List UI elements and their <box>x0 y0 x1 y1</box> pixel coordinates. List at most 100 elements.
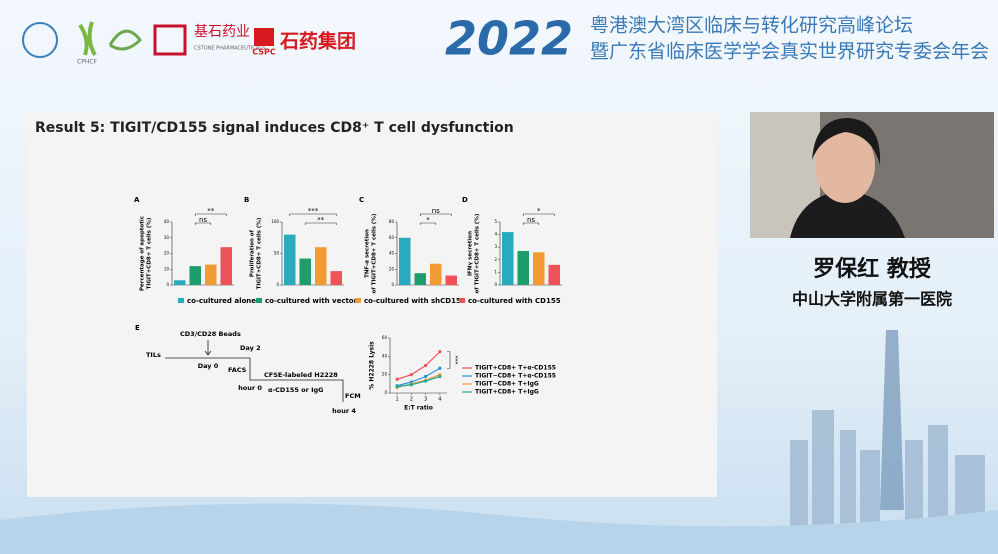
slide <box>27 112 717 497</box>
point <box>395 377 399 381</box>
wave <box>0 503 998 554</box>
panel-letter: B <box>244 196 249 204</box>
logo-text: CSTONE PHARMACEUTICALS <box>194 46 265 52</box>
timeline-label: CFSE-labeled H2228 <box>264 371 338 379</box>
y-tick-label: 20 <box>382 372 388 377</box>
axis-label: E:T ratio <box>404 405 433 412</box>
line <box>396 351 441 380</box>
point <box>409 383 413 387</box>
bracket <box>522 222 540 225</box>
y-tick-label: 1 <box>494 269 497 274</box>
legend-swatch <box>178 298 184 303</box>
legend-label: co-cultured with vector <box>265 297 358 305</box>
y-tick-label: 40 <box>389 251 395 256</box>
legend-swatch <box>256 298 262 303</box>
y-tick-label: 5 <box>494 219 497 224</box>
panel-letter: D <box>462 196 468 204</box>
axis-label: TIGIT+CD8+ T cells (%) <box>147 217 153 289</box>
significance: ns <box>432 207 440 215</box>
bar <box>517 250 529 285</box>
bar <box>414 273 426 285</box>
point <box>395 384 399 389</box>
video-person <box>812 118 881 165</box>
y-tick-label: 10 <box>164 266 170 271</box>
legend-label: TIGIT−CD8+ T+α-CD155 <box>475 373 556 380</box>
axis-label: TNF-α secretion <box>365 229 371 278</box>
y-tick-label: 20 <box>389 266 395 271</box>
bar <box>315 247 327 285</box>
bracket <box>419 222 437 225</box>
bracket <box>289 213 337 216</box>
line <box>397 375 441 388</box>
significance: *** <box>308 207 319 215</box>
logo <box>153 24 187 56</box>
bar <box>205 264 217 285</box>
logo <box>254 28 274 46</box>
timeline-label: Day 2 <box>240 344 261 352</box>
significance: *** <box>452 356 459 365</box>
logo <box>78 21 97 57</box>
axis-label: Proliferation of <box>250 229 256 277</box>
logo-text: CPHCF <box>77 59 98 66</box>
bar <box>174 280 186 285</box>
y-tick-label: 2 <box>494 257 497 262</box>
significance: * <box>426 216 430 224</box>
significance: ** <box>207 207 215 215</box>
line <box>396 367 441 387</box>
video-person <box>790 190 905 238</box>
bar <box>189 266 201 285</box>
significance: ns <box>199 216 207 224</box>
timeline-label: α-CD155 or IgG <box>268 386 324 394</box>
panel-letter: C <box>359 196 364 204</box>
legend-swatch <box>459 298 465 303</box>
y-tick-label: 0 <box>276 282 279 287</box>
bar <box>299 258 311 285</box>
x-tick-label: 4 <box>438 397 441 403</box>
axis-label: of TIGIT+CD8+ T cells (%) <box>372 213 378 293</box>
bar <box>220 247 232 285</box>
y-tick-label: 100 <box>271 219 279 224</box>
y-tick-label: 20 <box>164 251 170 256</box>
point <box>424 379 428 383</box>
timeline-label: hour 0 <box>238 384 262 392</box>
bar <box>284 234 296 285</box>
bracket <box>419 213 452 216</box>
bar <box>399 237 411 285</box>
bar <box>502 232 514 285</box>
bar <box>533 252 545 285</box>
y-tick-label: 40 <box>164 219 170 224</box>
panel-letter: A <box>134 196 140 204</box>
y-tick-label: 4 <box>494 232 497 237</box>
x-tick-label: 2 <box>410 397 413 403</box>
axis-label: TIGIT+CD8+ T cells (%) <box>257 217 263 289</box>
header-title: 暨广东省临床医学学会真实世界研究专委会年会 <box>590 41 989 63</box>
axis-label: IFNγ secretion <box>468 231 474 276</box>
y-tick-label: 40 <box>382 353 388 358</box>
logo-text: 基石药业 <box>194 23 250 40</box>
timeline-label: CD3/CD28 Beads <box>180 330 241 338</box>
significance: ** <box>317 216 325 224</box>
significance: ns <box>527 216 535 224</box>
y-tick-label: 60 <box>382 335 388 340</box>
legend-label: TIGIT+CD8+ T+IgG <box>475 389 539 396</box>
y-tick-label: 30 <box>164 235 170 240</box>
y-tick-label: 0 <box>384 390 387 395</box>
timeline-label: FACS <box>228 366 247 374</box>
panel-letter: E <box>135 324 140 332</box>
x-tick-label: 1 <box>396 397 399 403</box>
bracket <box>522 213 555 216</box>
y-tick-label: 0 <box>494 282 497 287</box>
timeline-label: FCM <box>345 392 361 400</box>
bar <box>330 271 342 285</box>
bracket <box>304 222 337 225</box>
significance: * <box>537 207 541 215</box>
point <box>438 350 442 354</box>
point <box>409 373 413 377</box>
slide-title: Result 5: TIGIT/CD155 signal induces CD8… <box>35 120 514 136</box>
bar <box>445 275 457 285</box>
bar <box>430 263 442 285</box>
y-tick-label: 0 <box>391 282 394 287</box>
header-title: 粤港澳大湾区临床与转化研究高峰论坛 <box>590 15 913 37</box>
y-tick-label: 80 <box>389 219 395 224</box>
